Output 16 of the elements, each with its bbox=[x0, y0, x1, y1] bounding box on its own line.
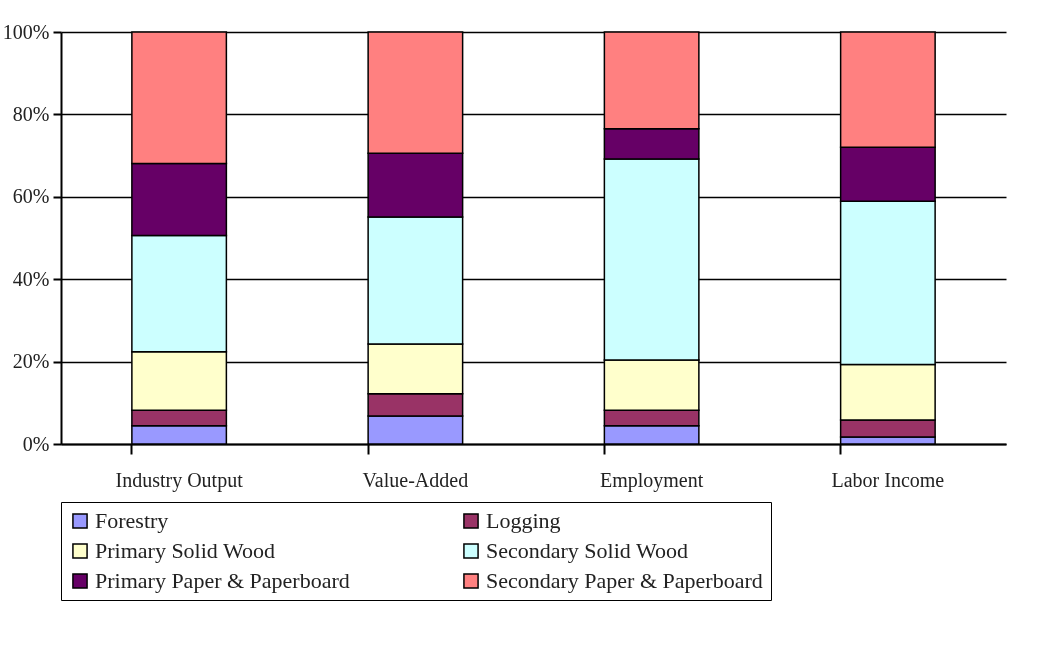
x-tick-label: Industry Output bbox=[115, 468, 244, 492]
y-tick-label: 20% bbox=[12, 350, 50, 373]
x-tick-label: Value-Added bbox=[362, 468, 469, 491]
x-tick-label: Labor Income bbox=[831, 468, 945, 491]
y-tick-label: 0% bbox=[22, 432, 50, 455]
y-tick-label: 40% bbox=[12, 267, 50, 290]
legend-label: Primary Solid Wood bbox=[95, 538, 275, 563]
y-tick-label: 100% bbox=[2, 20, 50, 43]
legend-label: Primary Paper & Paperboard bbox=[95, 568, 350, 593]
x-tick-label: Employment bbox=[599, 468, 704, 492]
legend-label: Logging bbox=[486, 508, 561, 533]
y-tick-label: 60% bbox=[12, 185, 50, 208]
legend-label: Secondary Solid Wood bbox=[486, 538, 688, 563]
y-tick-label: 80% bbox=[12, 102, 50, 125]
legend-label: Secondary Paper & Paperboard bbox=[486, 568, 763, 593]
legend-label: Forestry bbox=[95, 508, 169, 533]
